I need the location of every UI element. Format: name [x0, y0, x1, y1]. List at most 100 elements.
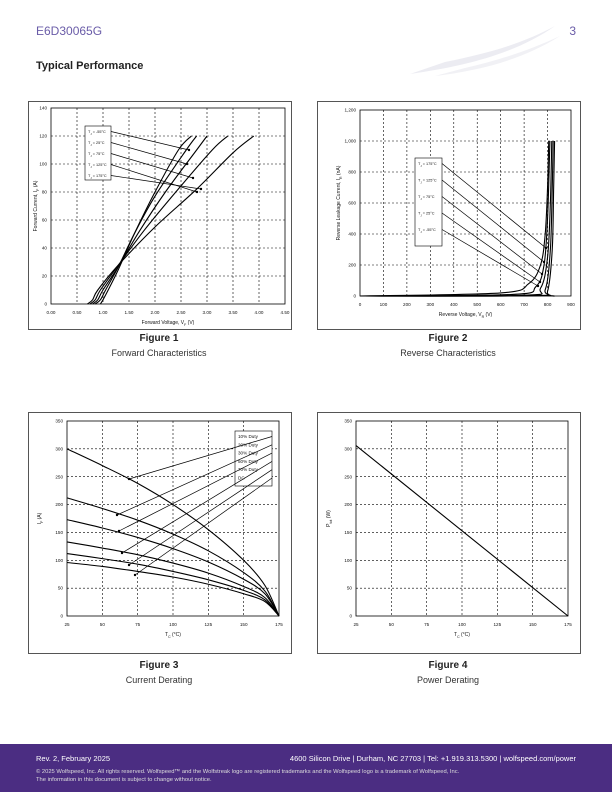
x-tick-label: 150	[240, 622, 248, 627]
x-tick-label: 400	[450, 302, 458, 307]
y-tick-label: 140	[39, 106, 47, 111]
series-line-2	[66, 497, 280, 617]
contact-info: 4600 Silicon Drive | Durham, NC 27703 | …	[289, 754, 576, 763]
legend-pointer-tip	[536, 284, 540, 288]
x-tick-label: 100	[458, 622, 466, 627]
x-tick-label: 3.50	[229, 310, 238, 315]
y-tick-label: 800	[348, 170, 356, 175]
legend-pointer-tip	[540, 272, 544, 276]
y-tick-label: 100	[39, 162, 47, 167]
legend-pointer-line	[110, 164, 198, 193]
series-line-4	[89, 135, 229, 305]
y-tick-label: 300	[55, 446, 63, 451]
legend-pointer-line	[121, 461, 273, 554]
x-tick-label: 75	[424, 622, 430, 627]
figure-1-caption: Figure 1 Forward Characteristics	[28, 333, 290, 358]
figure-4-title: Power Derating	[416, 675, 480, 685]
legend-pointer-tip	[185, 162, 189, 166]
legend-pointer-tip	[538, 280, 542, 284]
y-tick-label: 0	[44, 302, 47, 307]
x-tick-label: 50	[100, 622, 106, 627]
x-tick-label: 175	[275, 622, 283, 627]
x-tick-label: 75	[135, 622, 141, 627]
series-line-3	[66, 519, 280, 617]
x-tick-label: 125	[493, 622, 501, 627]
x-tick-label: 100	[380, 302, 388, 307]
figure-4-panel: 25 50 75 100 125 150 175 0 50 100 150 200 250 300 350 T…	[317, 412, 581, 654]
series-line-3	[92, 135, 208, 305]
y-tick-label: 300	[344, 446, 352, 451]
x-tick-label: 1.00	[99, 310, 108, 315]
y-tick-label: 200	[348, 263, 356, 268]
x-tick-label: 300	[426, 302, 434, 307]
legend-pointer-line	[118, 452, 273, 532]
x-tick-label: 600	[497, 302, 505, 307]
legend-entry: TJ = -55°C	[418, 228, 436, 234]
legend-box	[414, 157, 443, 247]
page-number: 3	[569, 24, 576, 38]
copyright-line-2: The information in this document is subj…	[36, 777, 212, 783]
x-tick-label: 2.50	[177, 310, 186, 315]
legend-pointer-tip	[120, 551, 124, 555]
y-tick-label: 250	[344, 474, 352, 479]
legend-pointer-tip	[127, 563, 131, 567]
legend-pointer-tip	[127, 477, 131, 481]
y-tick-label: 200	[344, 502, 352, 507]
x-tick-label: 3.00	[203, 310, 212, 315]
legend-entry: TJ = 125°C	[88, 163, 107, 169]
current-derating-chart: 25 50 75 100 125 150 175 0 50 100 150 200 250 300 350 T…	[37, 419, 283, 639]
legend-pointer-line	[110, 153, 194, 179]
y-tick-label: 120	[39, 134, 47, 139]
figure-3-title: Current Derating	[125, 675, 193, 685]
series-line-2	[94, 135, 198, 305]
x-tick-label: 25	[353, 622, 359, 627]
wolfstreak-logo-watermark	[410, 26, 560, 76]
y-tick-label: 1,000	[345, 139, 357, 144]
figure-1-title: Forward Characteristics	[111, 348, 207, 358]
legend-pointer-tip	[117, 529, 121, 533]
y-tick-label: 200	[55, 502, 63, 507]
figure-2-title: Reverse Characteristics	[400, 348, 496, 358]
x-axis-label: TC (°C)	[165, 632, 181, 639]
figure-2-caption: Figure 2 Reverse Characteristics	[317, 333, 579, 358]
footer: Rev. 2, February 2025 4600 Silicon Drive…	[0, 744, 612, 792]
figure-3-caption: Figure 3 Current Derating	[28, 660, 290, 685]
legend-box	[84, 125, 112, 181]
series-line-5	[66, 553, 280, 617]
y-tick-label: 600	[348, 201, 356, 206]
legend-pointer-tip	[191, 176, 195, 180]
legend-entry: DC	[238, 476, 245, 481]
figure-3-panel: 25 50 75 100 125 150 175 0 50 100 150 200 250 300 350 T…	[28, 412, 292, 654]
copyright-line-1: © 2025 Wolfspeed, Inc. All rights reserv…	[36, 769, 460, 775]
x-tick-label: 25	[64, 622, 70, 627]
plot-area	[355, 420, 569, 617]
x-axis-label: Reverse Voltage, VR (V)	[439, 312, 493, 319]
part-number: E6D30065G	[36, 24, 103, 38]
y-tick-label: 50	[347, 586, 353, 591]
legend-pointer-tip	[133, 573, 137, 577]
x-tick-label: 4.00	[255, 310, 264, 315]
legend-pointer-tip	[187, 148, 191, 152]
y-tick-label: 0	[353, 294, 356, 299]
figure-3-label: Figure 3	[139, 660, 179, 671]
legend-pointer-line	[116, 444, 273, 516]
forward-characteristics-chart: 0.00 0.50 1.00 1.50 2.00 2.50 3.00 3.50 4.00 4.50…	[33, 106, 290, 327]
x-tick-label: 800	[544, 302, 552, 307]
x-tick-label: 0.50	[73, 310, 82, 315]
legend-entry: 50% Duty	[238, 459, 259, 464]
y-tick-label: 50	[58, 586, 64, 591]
legend-pointer-tip	[544, 246, 548, 250]
figure-1-label: Figure 1	[139, 333, 179, 344]
series-line-5	[87, 135, 255, 305]
x-tick-label: 2.00	[151, 310, 160, 315]
y-tick-label: 0	[60, 614, 63, 619]
series-line-2	[359, 140, 551, 297]
y-tick-label: 400	[348, 232, 356, 237]
x-tick-label: 500	[473, 302, 481, 307]
legend-pointer-line	[110, 142, 188, 165]
legend-pointer-line	[110, 175, 202, 190]
legend-pointer-line	[441, 179, 545, 263]
figure-4-label: Figure 4	[428, 660, 468, 671]
y-tick-label: 40	[42, 246, 48, 251]
y-axis-label: Reverse Leakage Current, IR (nA)	[336, 165, 343, 240]
